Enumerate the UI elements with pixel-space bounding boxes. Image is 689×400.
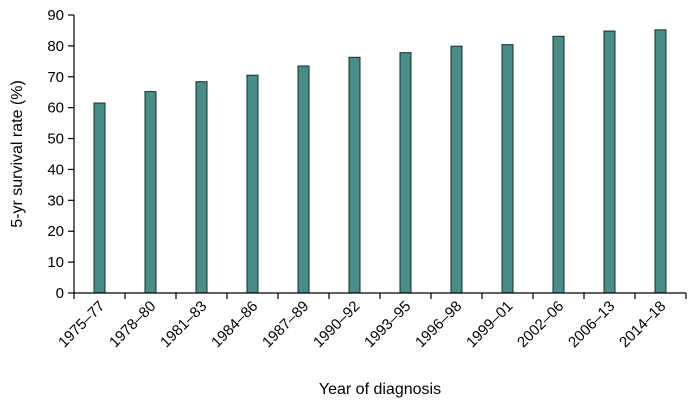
x-tick-label: 1978–80 [106,298,159,351]
bar [297,65,310,294]
x-axis-ticks: 1975–771978–801981–831984–861987–891990–… [55,293,687,351]
y-tick-label: 30 [47,192,64,209]
x-tick-label: 1993–95 [361,298,414,351]
bars [93,29,667,294]
bar [603,30,616,294]
y-tick-label: 90 [47,7,64,24]
y-axis-ticks: 0 10 20 30 40 50 60 70 80 90 [47,7,74,302]
bar [501,44,514,294]
y-tick-label: 40 [47,161,64,178]
bar [450,45,463,294]
y-tick-label: 50 [47,131,64,148]
x-tick-label: 1975–77 [55,298,108,351]
bar [348,56,361,294]
x-tick-label: 1996–98 [412,298,465,351]
x-tick-label: 1990–92 [310,298,363,351]
x-tick-label: 1987–89 [259,298,312,351]
bar [552,35,565,294]
y-axis-title: 5-yr survival rate (%) [9,80,26,228]
y-tick-label: 0 [56,285,64,302]
x-tick-label: 2014–18 [616,298,669,351]
bar [399,52,412,294]
x-tick-label: 2006–13 [565,298,618,351]
x-tick-label: 1984–86 [208,298,261,351]
bar [93,102,106,294]
y-tick-label: 70 [47,69,64,86]
y-tick-label: 60 [47,100,64,117]
x-tick-label: 1999–01 [463,298,516,351]
y-tick-label: 10 [47,254,64,271]
y-tick-label: 80 [47,38,64,55]
y-tick-label: 20 [47,223,64,240]
bar [654,29,667,294]
bar [246,74,259,294]
x-axis-title: Year of diagnosis [319,381,441,398]
x-tick-label: 2002–06 [514,298,567,351]
bar [144,91,157,294]
bar [195,81,208,294]
x-tick-label: 1981–83 [157,298,210,351]
